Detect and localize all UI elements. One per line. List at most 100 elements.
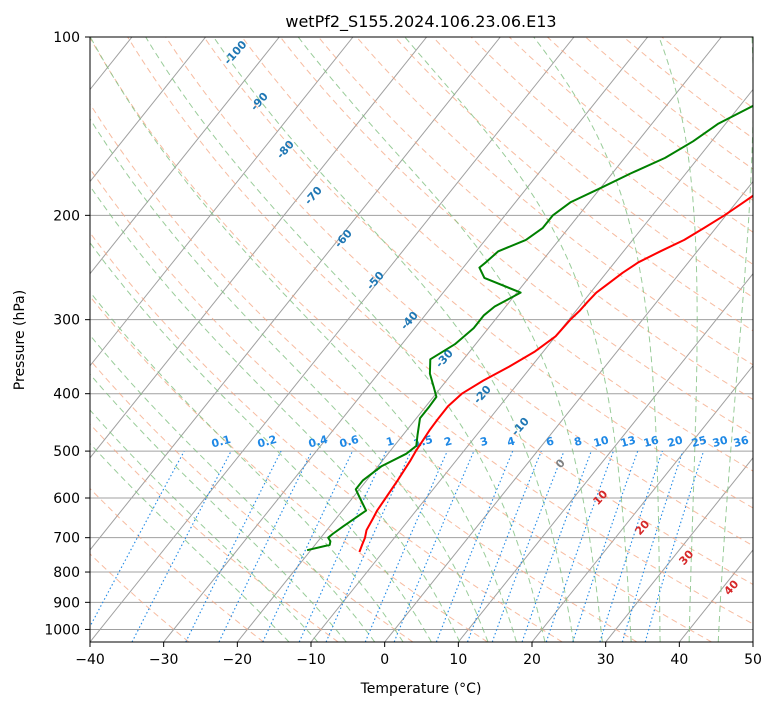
isotherm-line bbox=[236, 37, 722, 642]
dry-adiabat-line bbox=[90, 37, 753, 625]
moist-adiabat-line bbox=[90, 241, 432, 642]
dry-adiabat-line bbox=[165, 37, 753, 547]
mixing-ratio-line bbox=[572, 450, 639, 642]
moist-adiabat-line bbox=[213, 37, 575, 642]
x-tick-label: 40 bbox=[670, 652, 688, 668]
sounding-traces bbox=[306, 104, 753, 553]
dry-adiabat-line bbox=[432, 37, 753, 298]
moist-adiabat-line bbox=[658, 37, 698, 642]
x-tick-label: 10 bbox=[449, 652, 467, 668]
dry-adiabat-line bbox=[241, 37, 753, 472]
y-axis: 100 200 300 400 500 600 700 800 900 1000 bbox=[44, 30, 90, 638]
mixing-ratio-line bbox=[90, 450, 185, 628]
y-tick-label: 200 bbox=[53, 208, 80, 224]
moist-adiabat-line bbox=[533, 37, 661, 642]
y-axis-title: Pressure (hPa) bbox=[12, 290, 28, 390]
moist-adiabat-line bbox=[90, 334, 376, 642]
x-tick-label: −30 bbox=[149, 652, 179, 668]
y-tick-label: 700 bbox=[53, 531, 80, 547]
mixing-ratio-label: 2 bbox=[443, 434, 454, 449]
mixing-ratio-label: 0.1 bbox=[210, 433, 232, 451]
y-tick-label: 400 bbox=[53, 387, 80, 403]
dry-adiabat-line bbox=[90, 295, 488, 642]
mixing-ratio-line bbox=[298, 450, 387, 642]
mixing-ratio-label: 36 bbox=[732, 433, 750, 450]
mixing-ratio-label: 1 bbox=[385, 434, 396, 449]
mixing-ratio-label: 16 bbox=[642, 433, 660, 450]
dewpoint-trace bbox=[306, 104, 753, 552]
moist-adiabat-line bbox=[90, 442, 290, 642]
mixing-ratio-label: 13 bbox=[619, 433, 637, 450]
dry-adiabat-line bbox=[203, 37, 753, 509]
plot-frame bbox=[89, 36, 754, 643]
isotherm-line bbox=[531, 364, 753, 642]
moist-adiabat-line bbox=[404, 37, 632, 642]
x-tick-label: −20 bbox=[223, 652, 253, 668]
chart-title: wetPf2_S155.2024.106.23.06.E13 bbox=[285, 12, 556, 32]
dry-adiabat-line bbox=[318, 37, 753, 401]
mixing-ratio-label: 0.2 bbox=[256, 433, 278, 451]
isotherm-line bbox=[384, 180, 753, 642]
isotherm-line bbox=[90, 37, 501, 551]
mixing-ratio-line bbox=[218, 450, 313, 642]
moist-adiabat-line bbox=[90, 373, 347, 642]
y-tick-label: 600 bbox=[53, 491, 80, 507]
moist-adiabat-line bbox=[145, 37, 546, 642]
mixing-ratio-label: 3 bbox=[479, 434, 490, 449]
moist-adiabat-line bbox=[90, 117, 489, 642]
mixing-ratio-line bbox=[262, 450, 353, 642]
isotherm-line bbox=[605, 457, 753, 642]
background-grid bbox=[90, 37, 753, 642]
isotherm-line bbox=[163, 37, 649, 642]
mixing-ratio-label: 30 bbox=[711, 433, 729, 450]
x-tick-label: 50 bbox=[744, 652, 762, 668]
isotherm-line bbox=[90, 37, 207, 183]
mixing-ratio-line bbox=[621, 450, 684, 642]
mixing-ratio-label: 25 bbox=[690, 433, 708, 450]
isotherm-line bbox=[90, 37, 280, 275]
y-tick-label: 800 bbox=[53, 565, 80, 581]
y-tick-label: 500 bbox=[53, 444, 80, 460]
mixing-ratio-line bbox=[393, 450, 475, 642]
y-tick-label: 1000 bbox=[44, 622, 80, 638]
temperature-trace bbox=[358, 194, 753, 553]
dry-adiabat-line bbox=[279, 37, 753, 436]
mixing-ratio-label: 8 bbox=[573, 434, 584, 449]
isotherm-line bbox=[90, 37, 428, 459]
dry-adiabat-line bbox=[508, 37, 753, 233]
dry-adiabat-line bbox=[90, 423, 339, 642]
moist-adiabat-line bbox=[717, 37, 753, 642]
mixing-ratio-line bbox=[521, 450, 592, 642]
y-tick-label: 900 bbox=[53, 595, 80, 611]
x-tick-label: 20 bbox=[523, 652, 541, 668]
mixing-ratio-line bbox=[644, 450, 705, 642]
x-tick-label: −10 bbox=[296, 652, 326, 668]
x-axis-title: Temperature (°C) bbox=[360, 681, 482, 697]
thermodynamic-guide-lines bbox=[90, 37, 753, 642]
isotherm-line bbox=[90, 37, 575, 642]
mixing-ratio-label: 0.6 bbox=[338, 433, 361, 451]
y-tick-label: 100 bbox=[53, 30, 80, 46]
mixing-ratio-line bbox=[325, 450, 412, 642]
dry-adiabat-line bbox=[90, 231, 563, 642]
dry-adiabat-line bbox=[470, 37, 753, 265]
y-tick-label: 300 bbox=[53, 313, 80, 329]
dry-adiabat-line bbox=[90, 102, 712, 642]
x-tick-label: 0 bbox=[380, 652, 389, 668]
x-axis: −40 −30 −20 −10 0 10 20 30 40 50 bbox=[75, 642, 762, 668]
mixing-ratio-label: 20 bbox=[666, 433, 684, 450]
mixing-ratio-label: 6 bbox=[545, 434, 556, 449]
mixing-ratio-line bbox=[364, 450, 448, 642]
isotherm-line bbox=[90, 37, 354, 367]
mixing-ratio-label: 4 bbox=[506, 434, 517, 449]
moist-adiabat-line bbox=[297, 37, 603, 642]
isotherm-line bbox=[457, 272, 753, 642]
mixing-ratio-label: 10 bbox=[592, 433, 610, 450]
moist-adiabat-line bbox=[90, 37, 517, 642]
x-tick-label: −40 bbox=[75, 652, 105, 668]
mixing-ratio-line bbox=[545, 450, 614, 642]
moist-adiabat-line bbox=[90, 291, 404, 642]
mixing-ratio-label: 0.4 bbox=[307, 433, 330, 451]
mixing-ratio-line bbox=[599, 450, 663, 642]
